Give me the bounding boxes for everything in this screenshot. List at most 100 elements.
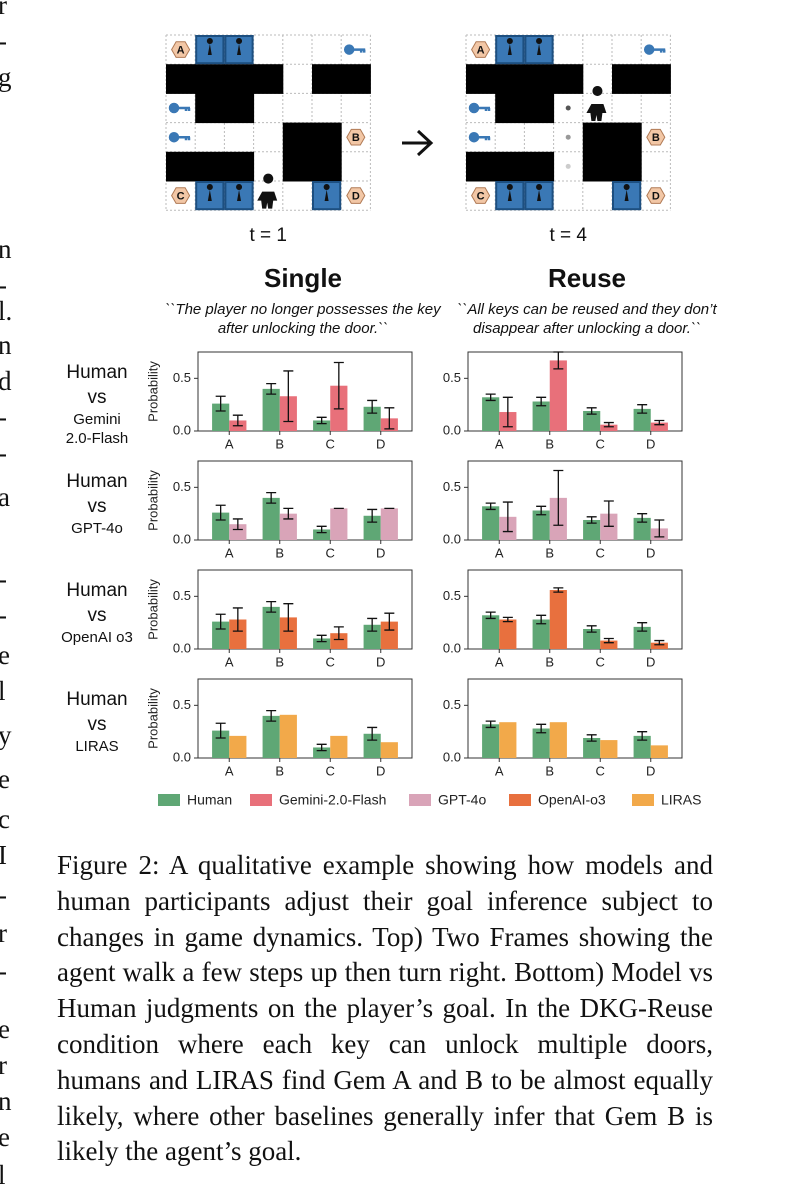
x-tick-label: A (225, 545, 234, 560)
x-tick-label: C (326, 763, 335, 778)
y-axis-label: Probability (145, 361, 160, 422)
gem-label: C (477, 191, 485, 203)
x-tick-label: B (545, 436, 554, 451)
gem (171, 187, 191, 204)
gem (471, 41, 491, 58)
wall (495, 93, 525, 124)
key (468, 131, 491, 143)
plot-frame (467, 351, 683, 432)
plot-frame (467, 569, 683, 650)
margin-text: l. (0, 296, 13, 326)
bar (380, 742, 398, 758)
wall (166, 64, 196, 94)
error-bar (232, 518, 243, 531)
margin-text: d (0, 366, 12, 396)
margin-text: - (0, 958, 7, 985)
x-tick-label: B (275, 763, 284, 778)
margin-text: r (0, 1050, 7, 1080)
x-tick-label: C (326, 545, 335, 560)
y-tick-label: 0.0 (443, 531, 461, 546)
margin-text: e (0, 1014, 10, 1044)
bar (330, 735, 348, 758)
error-bar (367, 508, 378, 523)
wall (524, 93, 555, 124)
bar (549, 360, 567, 431)
margin-text: - (0, 566, 7, 593)
wall (466, 151, 496, 182)
error-bar (603, 421, 614, 428)
error-bar (283, 370, 294, 423)
error-bar (536, 614, 547, 625)
keyhole (206, 184, 213, 201)
bar (532, 619, 550, 649)
margin-text: - (0, 882, 7, 909)
bar (229, 735, 247, 758)
frame-caption: t = 4 (549, 225, 587, 246)
keyhole (236, 38, 243, 55)
row-label-line: Gemini (73, 411, 121, 428)
margin-text: a (0, 482, 10, 512)
bar (633, 735, 651, 758)
y-tick-label: 0.5 (443, 370, 461, 385)
key (643, 44, 666, 55)
keyhole (506, 38, 513, 55)
error-bar (266, 382, 277, 395)
row-label-line: LIRAS (75, 738, 119, 755)
wall (312, 64, 342, 94)
margin-text: - (0, 602, 7, 629)
wall (282, 122, 313, 153)
wall (195, 151, 225, 182)
column-quote: ``All keys can be reused and they don’t … (457, 301, 717, 337)
margin-text: r (0, 918, 7, 948)
key (468, 102, 491, 114)
y-tick-label: 0.0 (173, 531, 191, 546)
x-tick-label: B (275, 436, 284, 451)
bar (313, 747, 331, 758)
error-bar (637, 404, 648, 414)
margin-text: - (0, 28, 7, 55)
error-bar (654, 519, 665, 538)
plot-frame (467, 460, 683, 541)
y-tick-label: 0.5 (443, 697, 461, 712)
bar (499, 619, 517, 649)
keyhole (536, 38, 543, 55)
y-axis-label: Probability (145, 470, 160, 531)
row-label-line: vs (87, 496, 107, 517)
error-bar (502, 616, 513, 623)
error-bar (215, 613, 226, 630)
wall (524, 151, 555, 182)
error-bar (536, 505, 547, 516)
row-label: Human vs GPT-4o (42, 469, 152, 538)
legend-label: Gemini-2.0-Flash (279, 792, 386, 808)
wall (282, 151, 313, 182)
error-bar (266, 491, 277, 504)
error-bar (637, 513, 648, 523)
bar (650, 422, 668, 431)
bar (499, 722, 517, 758)
error-bar (215, 504, 226, 521)
column-title: Reuse (548, 263, 626, 293)
bar (583, 410, 601, 431)
bar (650, 642, 668, 649)
wall (312, 151, 342, 182)
margin-text: l (0, 676, 6, 706)
margin-text: e (0, 1122, 10, 1152)
row-label-line: 2.0-Flash (65, 430, 129, 447)
keyhole (236, 184, 243, 201)
margin-text: - (0, 404, 7, 431)
caption: Figure 2: A qualitative example showing … (57, 850, 713, 1167)
bar (532, 401, 550, 431)
bar (482, 397, 500, 431)
wall (612, 64, 642, 94)
y-axis-label: Probability (145, 688, 160, 749)
legend-swatch (509, 794, 531, 806)
agent (586, 86, 607, 121)
keyhole (536, 184, 543, 201)
y-tick-label: 0.5 (173, 479, 191, 494)
row-label: Human vs OpenAI o3 (42, 578, 152, 647)
plot-frame (197, 569, 413, 650)
bar (549, 590, 567, 649)
bar (330, 633, 348, 649)
bar (262, 497, 280, 540)
bar (482, 615, 500, 649)
